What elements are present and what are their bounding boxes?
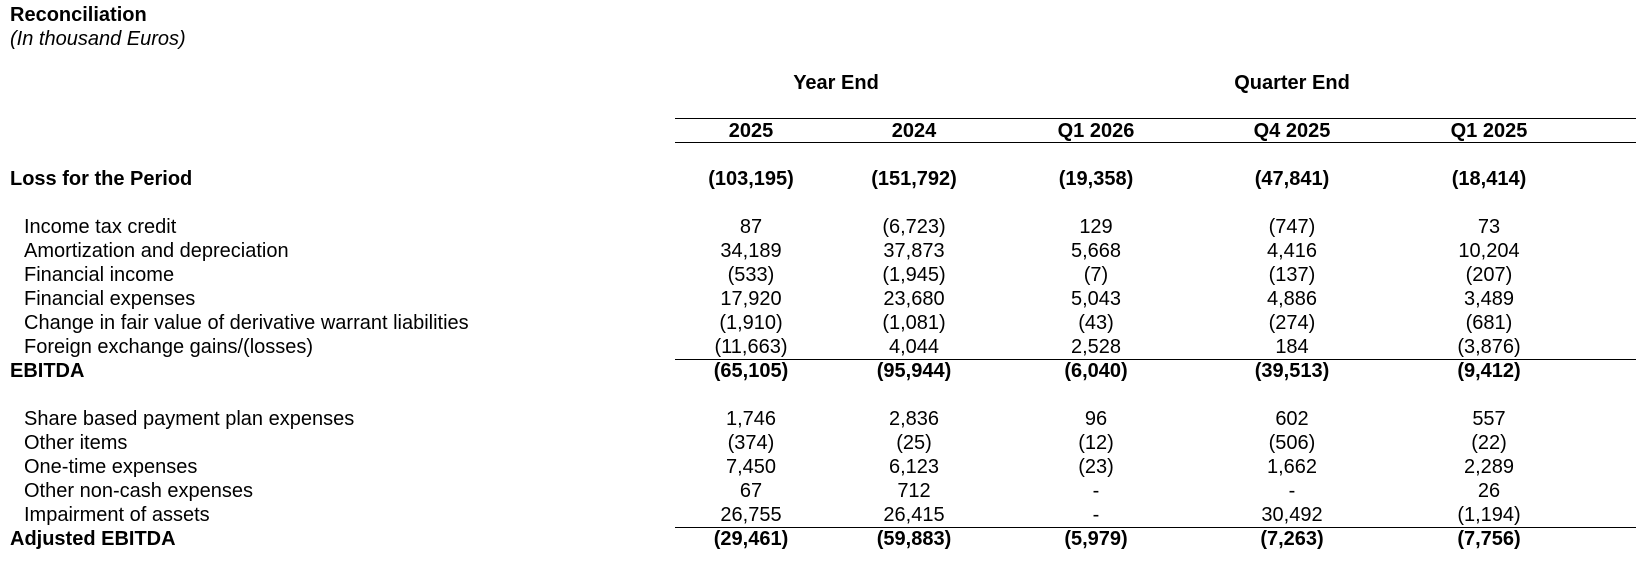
table-cell: -	[1092, 480, 1100, 502]
table-cell: 4,886	[1266, 288, 1318, 310]
table-cell: 30,492	[1261, 504, 1323, 526]
table-cell: 2,289	[1463, 456, 1515, 478]
table-cell: 557	[1472, 408, 1506, 430]
table-cell: (6,723)	[882, 216, 946, 238]
table-cell: (22)	[1471, 432, 1507, 454]
row-label: Impairment of assets	[24, 504, 210, 526]
table-cell: (374)	[727, 432, 775, 454]
page-subtitle: (In thousand Euros)	[10, 28, 186, 50]
table-cell: (23)	[1078, 456, 1114, 478]
header-top-rule	[675, 118, 1636, 119]
row-label: Adjusted EBITDA	[10, 528, 176, 550]
table-cell: (151,792)	[871, 168, 957, 190]
table-cell: (9,412)	[1457, 360, 1521, 382]
row-label: One-time expenses	[24, 456, 198, 478]
table-cell: 37,873	[883, 240, 945, 262]
table-cell: 96	[1084, 408, 1108, 430]
table-cell: 10,204	[1458, 240, 1520, 262]
table-cell: (506)	[1268, 432, 1316, 454]
table-cell: -	[1092, 504, 1100, 526]
row-label: Change in fair value of derivative warra…	[24, 312, 469, 334]
table-cell: 602	[1275, 408, 1309, 430]
row-label: Other non-cash expenses	[24, 480, 254, 502]
subtotal-rule	[675, 527, 1636, 528]
table-cell: 26	[1477, 480, 1501, 502]
table-cell: (103,195)	[708, 168, 794, 190]
row-label: Amortization and depreciation	[24, 240, 289, 262]
table-cell: (47,841)	[1254, 168, 1330, 190]
table-cell: (39,513)	[1254, 360, 1330, 382]
table-cell: (19,358)	[1058, 168, 1134, 190]
table-cell: (7)	[1083, 264, 1109, 286]
column-header: Q4 2025	[1253, 120, 1331, 142]
row-label: Income tax credit	[24, 216, 177, 238]
table-cell: (1,194)	[1457, 504, 1521, 526]
table-cell: (18,414)	[1451, 168, 1527, 190]
table-cell: (11,663)	[714, 336, 788, 358]
table-cell: 3,489	[1463, 288, 1515, 310]
table-cell: 23,680	[883, 288, 945, 310]
table-cell: 26,755	[720, 504, 782, 526]
group-header-quarter-end: Quarter End	[1234, 72, 1350, 94]
table-cell: 7,450	[725, 456, 777, 478]
table-cell: (6,040)	[1064, 360, 1128, 382]
table-cell: 5,668	[1070, 240, 1122, 262]
table-cell: 17,920	[720, 288, 782, 310]
header-bottom-rule	[675, 142, 1636, 143]
row-label: Financial expenses	[24, 288, 196, 310]
row-label: Foreign exchange gains/(losses)	[24, 336, 314, 358]
table-cell: (5,979)	[1064, 528, 1128, 550]
row-label: Loss for the Period	[10, 168, 193, 190]
table-cell: (533)	[727, 264, 775, 286]
table-cell: (1,910)	[719, 312, 783, 334]
table-cell: 1,746	[725, 408, 777, 430]
table-cell: 712	[897, 480, 931, 502]
column-header: 2024	[891, 120, 937, 142]
table-cell: (747)	[1268, 216, 1316, 238]
table-cell: (274)	[1268, 312, 1316, 334]
table-cell: (1,081)	[882, 312, 946, 334]
table-cell: 87	[739, 216, 763, 238]
column-header: Q1 2025	[1450, 120, 1528, 142]
row-label: Share based payment plan expenses	[24, 408, 355, 430]
table-cell: 1,662	[1266, 456, 1318, 478]
table-cell: (681)	[1465, 312, 1513, 334]
table-cell: 26,415	[883, 504, 945, 526]
table-cell: 184	[1275, 336, 1309, 358]
row-label: Other items	[24, 432, 128, 454]
table-cell: (7,263)	[1260, 528, 1324, 550]
table-cell: (59,883)	[876, 528, 952, 550]
table-cell: 5,043	[1070, 288, 1122, 310]
table-cell: (137)	[1268, 264, 1316, 286]
table-cell: (65,105)	[713, 360, 789, 382]
table-cell: 129	[1079, 216, 1113, 238]
table-cell: 34,189	[720, 240, 782, 262]
table-cell: 2,528	[1070, 336, 1122, 358]
table-cell: (43)	[1078, 312, 1114, 334]
column-header: Q1 2026	[1057, 120, 1135, 142]
table-cell: (29,461)	[713, 528, 789, 550]
group-header-year-end: Year End	[793, 72, 879, 94]
table-cell: (1,945)	[882, 264, 946, 286]
table-cell: 6,123	[888, 456, 940, 478]
row-label: Financial income	[24, 264, 175, 286]
subtotal-rule	[675, 359, 1636, 360]
table-cell: (25)	[896, 432, 932, 454]
table-cell: -	[1288, 480, 1296, 502]
table-cell: (95,944)	[876, 360, 952, 382]
column-header: 2025	[728, 120, 774, 142]
page-title: Reconciliation	[10, 4, 147, 26]
table-cell: 4,416	[1266, 240, 1318, 262]
table-cell: (7,756)	[1457, 528, 1521, 550]
table-cell: (12)	[1078, 432, 1114, 454]
table-cell: 73	[1477, 216, 1501, 238]
table-cell: (207)	[1465, 264, 1513, 286]
table-cell: 2,836	[888, 408, 940, 430]
table-cell: (3,876)	[1457, 336, 1521, 358]
row-label: EBITDA	[10, 360, 85, 382]
table-cell: 67	[739, 480, 763, 502]
table-cell: 4,044	[888, 336, 940, 358]
